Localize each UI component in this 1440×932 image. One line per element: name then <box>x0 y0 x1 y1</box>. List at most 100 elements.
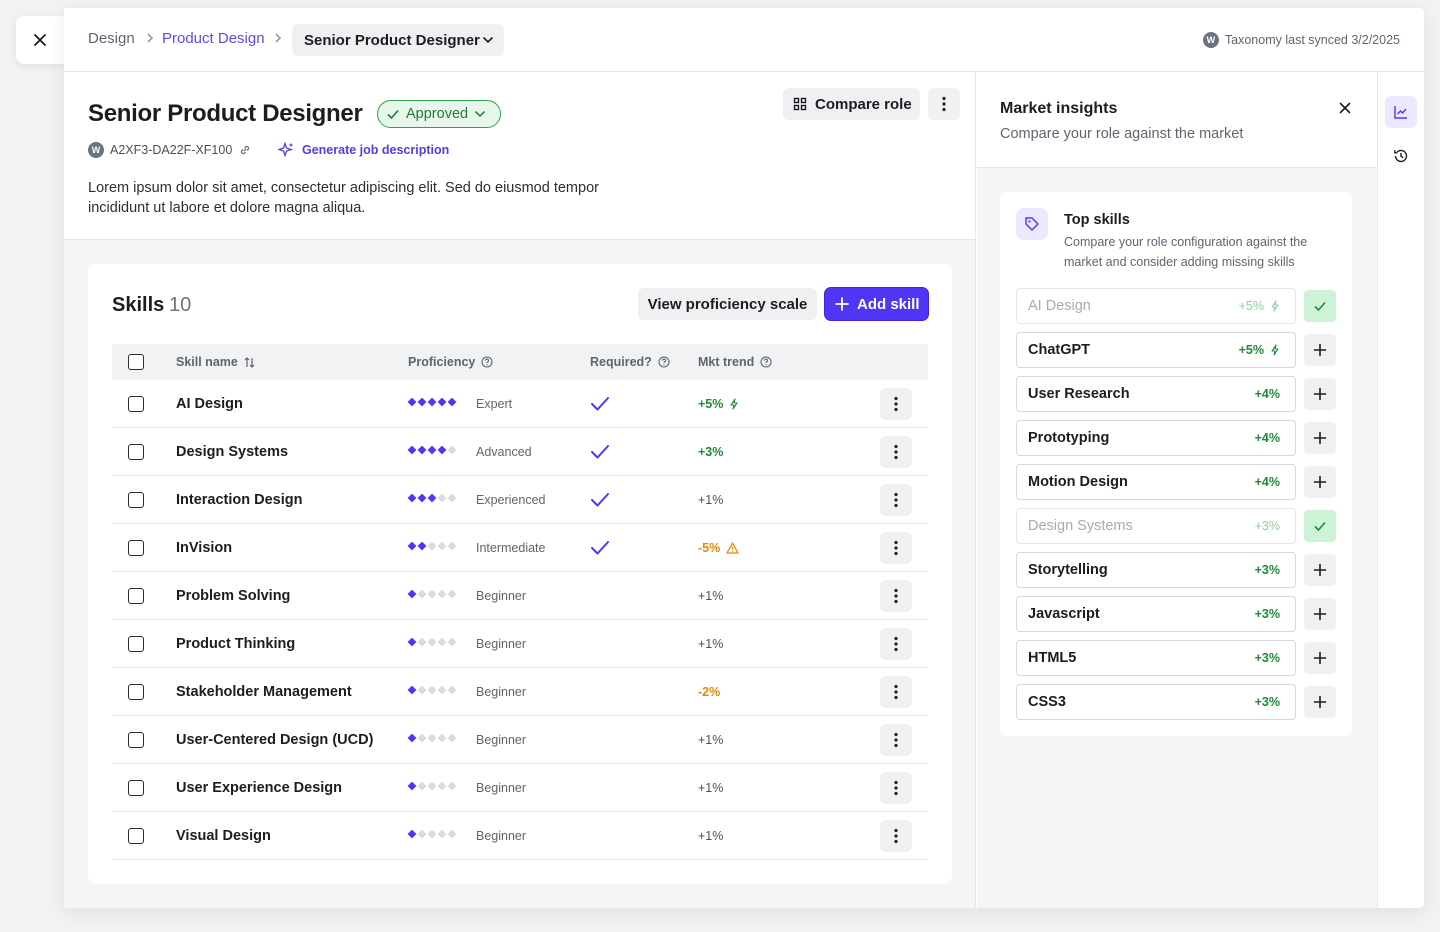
proficiency-label: Beginner <box>476 685 527 699</box>
market-trend: +1% <box>698 781 723 795</box>
top-skill-item: Prototyping +4% <box>1016 420 1296 456</box>
top-skill-name: User Research <box>1028 386 1130 402</box>
line-chart-icon <box>1394 106 1407 119</box>
top-skills-card: Top skills Compare your role configurati… <box>1000 192 1352 736</box>
proficiency-dot <box>417 493 427 503</box>
table-row[interactable]: Stakeholder Management Beginner -2% <box>112 668 928 716</box>
more-vertical-icon <box>942 96 946 112</box>
row-actions-button[interactable] <box>880 580 912 612</box>
table-row[interactable]: User-Centered Design (UCD) Beginner +1% <box>112 716 928 764</box>
add-top-skill-button[interactable] <box>1304 422 1336 454</box>
top-skill-trend: +5% <box>1239 343 1280 357</box>
close-panel-button[interactable] <box>16 16 64 64</box>
row-checkbox[interactable] <box>128 492 144 508</box>
table-row[interactable]: Visual Design Beginner +1% <box>112 812 928 860</box>
row-actions-button[interactable] <box>880 772 912 804</box>
row-checkbox[interactable] <box>128 684 144 700</box>
link-icon[interactable] <box>238 143 252 157</box>
proficiency-dot <box>407 589 417 599</box>
tag-icon <box>1016 208 1048 240</box>
close-insights-button[interactable] <box>1333 96 1357 120</box>
row-actions-button[interactable] <box>880 436 912 468</box>
proficiency-dot <box>427 541 437 551</box>
row-checkbox[interactable] <box>128 396 144 412</box>
row-checkbox[interactable] <box>128 780 144 796</box>
top-skill-pct: +3% <box>1254 519 1280 533</box>
proficiency-dot <box>417 685 427 695</box>
proficiency-dot <box>437 733 447 743</box>
add-skill-button[interactable]: Add skill <box>825 288 928 320</box>
plus-icon <box>1313 695 1327 709</box>
table-row[interactable]: Problem Solving Beginner +1% <box>112 572 928 620</box>
row-actions-button[interactable] <box>880 532 912 564</box>
top-skill-item: ChatGPT +5% <box>1016 332 1296 368</box>
row-actions-button[interactable] <box>880 724 912 756</box>
proficiency-dot <box>407 781 417 791</box>
table-row[interactable]: Product Thinking Beginner +1% <box>112 620 928 668</box>
top-skill-item: HTML5 +3% <box>1016 640 1296 676</box>
row-actions-button[interactable] <box>880 676 912 708</box>
help-icon[interactable] <box>481 356 493 368</box>
row-checkbox[interactable] <box>128 588 144 604</box>
skill-added-indicator[interactable] <box>1304 510 1336 542</box>
proficiency-dot <box>437 685 447 695</box>
row-actions-button[interactable] <box>880 628 912 660</box>
market-trend: -5% <box>698 541 739 555</box>
top-skill-name: AI Design <box>1028 298 1091 314</box>
generate-label: Generate job description <box>302 143 450 157</box>
workday-logo-icon: W <box>1202 32 1219 48</box>
table-row[interactable]: User Experience Design Beginner +1% <box>112 764 928 812</box>
skills-card: Skills 10 View proficiency scale Add ski… <box>88 264 952 884</box>
more-vertical-icon <box>894 636 898 652</box>
proficiency-dot <box>437 445 447 455</box>
row-checkbox[interactable] <box>128 636 144 652</box>
select-all-checkbox[interactable] <box>128 354 144 370</box>
add-top-skill-button[interactable] <box>1304 466 1336 498</box>
help-icon[interactable] <box>760 356 772 368</box>
add-top-skill-button[interactable] <box>1304 642 1336 674</box>
top-skill-name: ChatGPT <box>1028 342 1091 358</box>
compare-role-button[interactable]: Compare role <box>783 88 920 120</box>
row-checkbox[interactable] <box>128 732 144 748</box>
table-row[interactable]: Design Systems Advanced +3% <box>112 428 928 476</box>
row-checkbox[interactable] <box>128 540 144 556</box>
table-row[interactable]: Interaction Design Experienced +1% <box>112 476 928 524</box>
view-proficiency-scale-button[interactable]: View proficiency scale <box>638 288 817 320</box>
page-title: Senior Product Designer <box>88 100 363 127</box>
more-actions-button[interactable] <box>928 88 960 120</box>
trend-value: +1% <box>698 637 724 651</box>
top-skill-trend: +4% <box>1255 387 1280 401</box>
proficiency-dot <box>427 589 437 599</box>
history-tab[interactable] <box>1385 140 1417 172</box>
row-checkbox[interactable] <box>128 444 144 460</box>
generate-job-description-link[interactable]: Generate job description <box>278 142 449 158</box>
add-top-skill-button[interactable] <box>1304 334 1336 366</box>
column-skill-name[interactable]: Skill name <box>176 355 255 369</box>
skill-added-indicator[interactable] <box>1304 290 1336 322</box>
table-row[interactable]: InVision Intermediate -5% <box>112 524 928 572</box>
warning-icon <box>726 542 739 554</box>
status-badge[interactable]: Approved <box>377 100 501 128</box>
market-insights-tab[interactable] <box>1385 96 1417 128</box>
help-icon[interactable] <box>658 356 670 368</box>
row-actions-button[interactable] <box>880 484 912 516</box>
add-top-skill-button[interactable] <box>1304 598 1336 630</box>
proficiency-label: Beginner <box>476 829 527 843</box>
breadcrumb-design[interactable]: Design <box>88 30 135 47</box>
proficiency-dot <box>447 445 457 455</box>
add-top-skill-button[interactable] <box>1304 554 1336 586</box>
row-actions-button[interactable] <box>880 388 912 420</box>
plus-icon <box>1313 563 1327 577</box>
breadcrumb-product-design[interactable]: Product Design <box>162 30 265 47</box>
add-top-skill-button[interactable] <box>1304 686 1336 718</box>
check-icon <box>591 493 609 507</box>
more-vertical-icon <box>894 444 898 460</box>
market-trend: +1% <box>698 493 723 507</box>
row-checkbox[interactable] <box>128 828 144 844</box>
add-top-skill-button[interactable] <box>1304 378 1336 410</box>
row-actions-button[interactable] <box>880 820 912 852</box>
trend-value: -2% <box>698 685 721 699</box>
role-selector[interactable]: Senior Product Designer <box>292 24 504 56</box>
chevron-down-icon <box>482 36 494 44</box>
table-row[interactable]: AI Design Expert +5% <box>112 380 928 428</box>
